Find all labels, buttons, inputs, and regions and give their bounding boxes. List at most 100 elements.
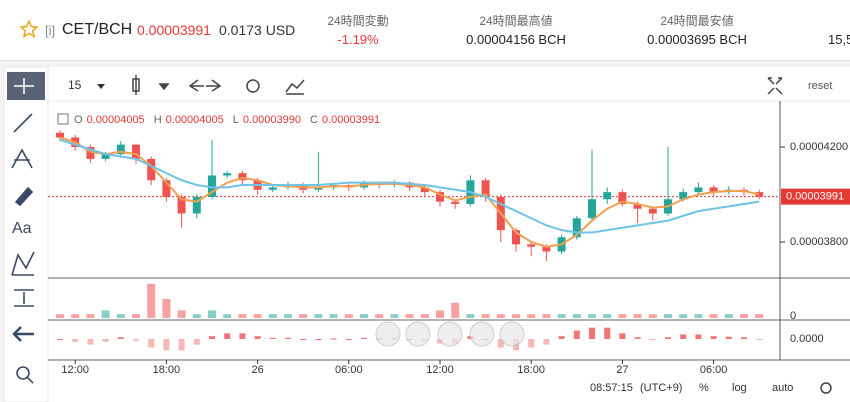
percent-toggle[interactable]: % xyxy=(699,382,709,394)
moving-average xyxy=(59,136,760,248)
interval[interactable]: 15 xyxy=(68,78,82,92)
candle-body xyxy=(512,230,520,245)
x-tick-label: 27 xyxy=(616,364,628,376)
indicators[interactable] xyxy=(285,79,305,95)
macd-bar xyxy=(558,336,565,339)
candle-body xyxy=(420,187,429,193)
macd-bar xyxy=(741,337,747,339)
zoom-tool[interactable] xyxy=(16,366,30,380)
volume-bar xyxy=(71,314,80,318)
macd-bar xyxy=(710,336,717,339)
volume-bar xyxy=(618,314,627,318)
moving-average xyxy=(59,138,760,234)
brush-tool[interactable] xyxy=(14,186,34,207)
drawing-toolbar xyxy=(3,66,49,402)
volume-bar xyxy=(238,314,247,318)
volume-bar xyxy=(284,314,292,318)
zoom-out[interactable] xyxy=(375,321,401,347)
volume-bar xyxy=(162,299,171,318)
legend-value: 0.00003990 xyxy=(243,114,301,126)
candle-body xyxy=(572,218,581,238)
macd-bar xyxy=(345,339,352,340)
zoom-in[interactable] xyxy=(405,321,431,347)
macd-bar xyxy=(102,339,109,342)
volume-bar xyxy=(192,314,201,318)
volume-bar xyxy=(375,314,384,318)
volume-bar xyxy=(360,314,368,318)
volume-bar xyxy=(679,314,688,318)
candle-body xyxy=(223,173,232,176)
macd-bar xyxy=(300,339,307,340)
x-tick-label: 18:00 xyxy=(153,364,181,376)
macd-bar xyxy=(528,339,535,348)
chart-panel xyxy=(4,67,850,402)
legend-value: 0.00003991 xyxy=(322,114,380,126)
volume-bar xyxy=(132,314,140,318)
candle-body xyxy=(56,132,64,138)
volume-bar xyxy=(588,314,596,318)
macd-bar xyxy=(330,338,337,340)
candle-body xyxy=(147,158,156,181)
macd-bar xyxy=(604,327,611,339)
scroll-left[interactable] xyxy=(469,321,495,347)
settings[interactable] xyxy=(820,382,832,394)
volume-bar xyxy=(557,314,566,318)
settings[interactable] xyxy=(246,79,260,93)
candle-body xyxy=(116,144,125,155)
volume-bar xyxy=(709,314,718,318)
volume-bar xyxy=(420,314,429,318)
fib-tool[interactable] xyxy=(11,148,33,169)
zoom-reset[interactable] xyxy=(437,321,463,347)
log-toggle[interactable]: log xyxy=(732,382,747,394)
macd-bar xyxy=(178,339,185,351)
text-tool[interactable]: Aa xyxy=(12,220,32,237)
price: 0.00003991 xyxy=(137,22,211,38)
stat-value: 0.00003695 BCH xyxy=(647,32,747,47)
candle-body xyxy=(527,244,536,247)
candle-body xyxy=(177,196,186,214)
macd-bar xyxy=(680,334,687,339)
volume-bar xyxy=(56,314,64,318)
legend-key: O xyxy=(74,114,83,126)
volume-bar xyxy=(496,314,505,318)
x-tick-label: 12:00 xyxy=(61,364,89,376)
volume-bar xyxy=(116,314,125,318)
hide-tool[interactable] xyxy=(12,326,34,342)
macd-bar xyxy=(133,339,139,341)
pattern-tool[interactable] xyxy=(11,251,35,276)
stat-label: 24時間最高値 xyxy=(479,14,553,28)
macd-bar xyxy=(193,339,200,345)
volume-bar xyxy=(223,314,232,318)
candle-body xyxy=(694,187,703,193)
undo[interactable] xyxy=(188,79,204,92)
macd-bar xyxy=(756,339,763,341)
volume-bar xyxy=(268,314,277,318)
redo[interactable] xyxy=(206,79,222,92)
trendline-tool[interactable] xyxy=(13,113,33,133)
macd-bar xyxy=(361,337,367,339)
measure-tool[interactable] xyxy=(14,289,34,307)
scroll-right[interactable] xyxy=(499,321,525,347)
candle-body xyxy=(208,175,216,197)
macd-bar xyxy=(269,337,276,339)
volume-bar xyxy=(527,314,536,318)
stat-label: 24時間変動 xyxy=(327,14,389,28)
macd-bar xyxy=(72,339,79,342)
price-tag-label: 0.00003991 xyxy=(786,191,844,203)
macd-bar xyxy=(163,339,170,351)
auto-toggle[interactable]: auto xyxy=(772,382,793,394)
reset[interactable]: reset xyxy=(808,80,832,92)
clock: 08:57:15 xyxy=(590,382,633,394)
volume-bar xyxy=(542,314,551,318)
macd-bar xyxy=(57,339,63,340)
fullscreen[interactable] xyxy=(767,77,783,95)
volume-bar xyxy=(740,314,748,318)
volume-bar xyxy=(314,314,323,318)
macd-bar xyxy=(619,333,626,339)
favorite-star[interactable] xyxy=(20,20,38,38)
timezone[interactable]: (UTC+9) xyxy=(640,382,682,394)
macd-bar xyxy=(497,339,504,348)
y-tick-label: 0.00004200 xyxy=(790,141,848,153)
stat-value: 0.00004156 BCH xyxy=(466,32,566,47)
